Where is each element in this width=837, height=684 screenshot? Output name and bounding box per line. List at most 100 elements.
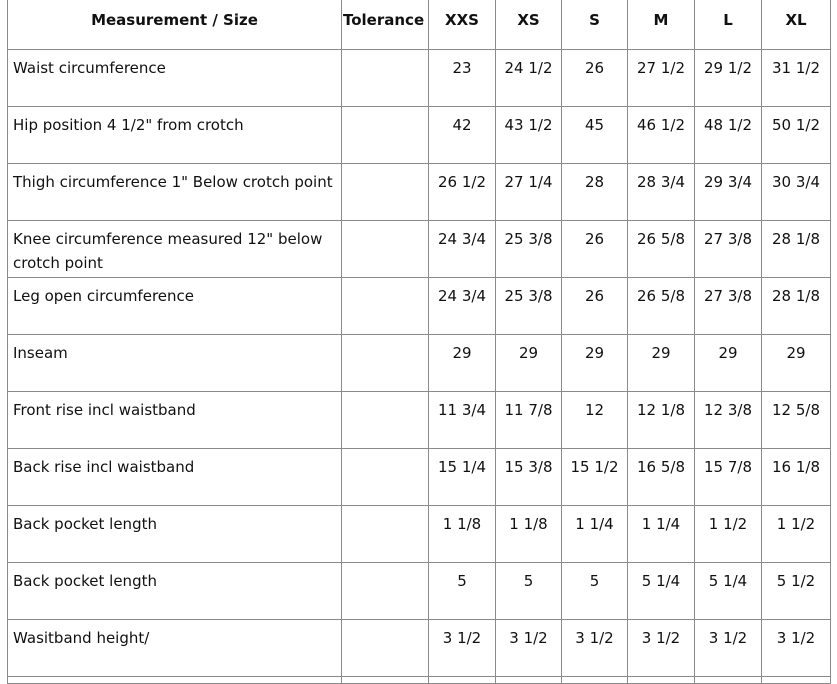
size-value: 5 xyxy=(495,562,562,620)
empty-cell xyxy=(694,676,762,684)
table-row: Knee circumference measured 12" below cr… xyxy=(7,220,831,278)
empty-cell xyxy=(428,676,496,684)
table-row: Waist circumference 23 24 1/2 26 27 1/2 29 1/… xyxy=(7,49,831,107)
size-value: 24 1/2 xyxy=(495,49,562,107)
column-header: S xyxy=(561,0,628,50)
size-value: 27 3/8 xyxy=(694,277,762,335)
size-value: 15 7/8 xyxy=(694,448,762,506)
table-row: Hip position 4 1/2" from crotch 42 43 1/2 4… xyxy=(7,106,831,164)
measurement-label: Waist circumference xyxy=(7,49,342,107)
tolerance-cell xyxy=(341,49,429,107)
size-value: 29 xyxy=(627,334,695,392)
tolerance-cell xyxy=(341,277,429,335)
empty-cell xyxy=(495,676,562,684)
size-value: 26 xyxy=(561,49,628,107)
empty-cell xyxy=(627,676,695,684)
size-value: 24 3/4 xyxy=(428,220,496,278)
size-value: 1 1/2 xyxy=(761,505,831,563)
size-value: 5 1/4 xyxy=(627,562,695,620)
size-value: 1 1/2 xyxy=(694,505,762,563)
size-value: 3 1/2 xyxy=(428,619,496,677)
column-header: XS xyxy=(495,0,562,50)
size-value: 26 5/8 xyxy=(627,220,695,278)
size-value: 15 1/4 xyxy=(428,448,496,506)
size-value: 3 1/2 xyxy=(561,619,628,677)
header-row: Measurement / Size Tolerance XXS XS S M L XL xyxy=(7,0,831,50)
size-value: 26 5/8 xyxy=(627,277,695,335)
size-value: 23 xyxy=(428,49,496,107)
column-header: XXS xyxy=(428,0,496,50)
size-value: 3 1/2 xyxy=(694,619,762,677)
tolerance-cell xyxy=(341,163,429,221)
measurement-label: Thigh circumference 1" Below crotch poin… xyxy=(7,163,342,221)
measurement-label: Back rise incl waistband xyxy=(7,448,342,506)
empty-cell xyxy=(7,676,342,684)
size-value: 5 xyxy=(561,562,628,620)
size-value: 28 xyxy=(561,163,628,221)
size-value: 5 xyxy=(428,562,496,620)
size-value: 29 xyxy=(495,334,562,392)
size-value: 26 xyxy=(561,277,628,335)
size-value: 5 1/2 xyxy=(761,562,831,620)
measurement-label: Wasitband height/ xyxy=(7,619,342,677)
tolerance-cell xyxy=(341,505,429,563)
tolerance-cell xyxy=(341,562,429,620)
measurement-label: Back pocket length xyxy=(7,562,342,620)
size-value: 25 3/8 xyxy=(495,220,562,278)
measurement-label: Hip position 4 1/2" from crotch xyxy=(7,106,342,164)
measurement-label: Leg open circumference xyxy=(7,277,342,335)
empty-cell xyxy=(341,676,429,684)
tolerance-cell xyxy=(341,448,429,506)
size-value: 25 3/8 xyxy=(495,277,562,335)
tolerance-cell xyxy=(341,220,429,278)
size-value: 1 1/4 xyxy=(627,505,695,563)
size-value: 29 xyxy=(428,334,496,392)
size-value: 16 5/8 xyxy=(627,448,695,506)
size-value: 3 1/2 xyxy=(761,619,831,677)
tolerance-cell xyxy=(341,619,429,677)
table-row: Leg open circumference 24 3/4 25 3/8 26 26 5… xyxy=(7,277,831,335)
tolerance-cell xyxy=(341,334,429,392)
size-value: 11 7/8 xyxy=(495,391,562,449)
size-value: 12 xyxy=(561,391,628,449)
size-value: 28 1/8 xyxy=(761,277,831,335)
size-value: 15 1/2 xyxy=(561,448,628,506)
size-value: 26 xyxy=(561,220,628,278)
size-value: 12 3/8 xyxy=(694,391,762,449)
tolerance-cell xyxy=(341,391,429,449)
size-value: 29 3/4 xyxy=(694,163,762,221)
measurement-label: Back pocket length xyxy=(7,505,342,563)
size-value: 1 1/8 xyxy=(428,505,496,563)
size-value: 31 1/2 xyxy=(761,49,831,107)
size-value: 28 1/8 xyxy=(761,220,831,278)
size-value: 45 xyxy=(561,106,628,164)
size-value: 29 xyxy=(694,334,762,392)
size-table: Measurement / Size Tolerance XXS XS S M L XL Wa… xyxy=(7,0,831,684)
size-value: 48 1/2 xyxy=(694,106,762,164)
size-value: 27 1/4 xyxy=(495,163,562,221)
size-value: 30 3/4 xyxy=(761,163,831,221)
size-value: 29 xyxy=(761,334,831,392)
filler-row xyxy=(7,676,831,684)
size-value: 46 1/2 xyxy=(627,106,695,164)
size-value: 16 1/8 xyxy=(761,448,831,506)
table-row: Inseam 29 29 29 29 29 29 xyxy=(7,334,831,392)
measurement-label: Front rise incl waistband xyxy=(7,391,342,449)
size-value: 12 1/8 xyxy=(627,391,695,449)
size-value: 11 3/4 xyxy=(428,391,496,449)
column-header: M xyxy=(627,0,695,50)
size-value: 27 3/8 xyxy=(694,220,762,278)
empty-cell xyxy=(761,676,831,684)
table-row: Back pocket length 5 5 5 5 1/4 5 1/4 5 1/2 xyxy=(7,562,831,620)
size-value: 42 xyxy=(428,106,496,164)
size-value: 3 1/2 xyxy=(495,619,562,677)
table-row: Back rise incl waistband 15 1/4 15 3/8 15 1… xyxy=(7,448,831,506)
table-row: Front rise incl waistband 11 3/4 11 7/8 12 1… xyxy=(7,391,831,449)
column-header: Tolerance xyxy=(341,0,429,50)
size-value: 15 3/8 xyxy=(495,448,562,506)
table-body: Waist circumference 23 24 1/2 26 27 1/2 29 1/… xyxy=(7,49,831,684)
measurement-label: Inseam xyxy=(7,334,342,392)
empty-cell xyxy=(561,676,628,684)
column-header: Measurement / Size xyxy=(7,0,342,50)
